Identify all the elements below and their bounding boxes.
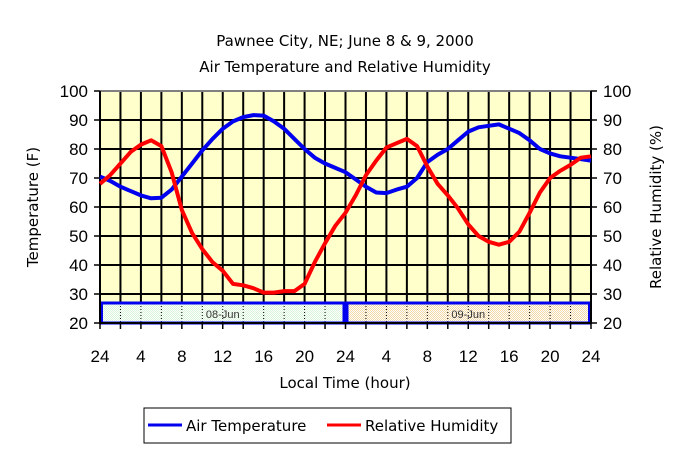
- chart-title: Pawnee City, NE; June 8 & 9, 2000: [216, 32, 473, 50]
- y2-tick-label: 70: [603, 169, 622, 188]
- legend: Air Temperature Relative Humidity: [143, 407, 512, 444]
- series-line-air-temperature: [99, 113, 592, 201]
- y2-tick-label: 100: [603, 82, 631, 101]
- y-tick-label: 90: [69, 111, 88, 130]
- y2-tick-label: 90: [603, 111, 622, 130]
- x-tick-label: 12: [213, 347, 232, 366]
- y2-tick-label: 40: [603, 256, 622, 275]
- y-axis-title: Temperature (F): [24, 147, 42, 268]
- y2-tick-label: 80: [603, 140, 622, 159]
- date-band-label: 09-Jun: [451, 309, 485, 321]
- x-tick-label: 4: [382, 347, 391, 366]
- y-tick-label: 30: [69, 285, 88, 304]
- series-lines: [98, 113, 592, 295]
- x-tick-label: 16: [254, 347, 273, 366]
- y2-tick-label: 20: [603, 314, 622, 333]
- chart-subtitle: Air Temperature and Relative Humidity: [199, 58, 491, 76]
- x-tick-label: 20: [541, 347, 560, 366]
- y-tick-label: 70: [69, 169, 88, 188]
- y2-tick-label: 30: [603, 285, 622, 304]
- date-band-label: 08-Jun: [206, 309, 240, 321]
- legend-label-air-temperature: Air Temperature: [186, 417, 306, 435]
- legend-label-relative-humidity: Relative Humidity: [365, 417, 498, 435]
- y-tick-label: 20: [69, 314, 88, 333]
- y-tick-label: 50: [69, 227, 88, 246]
- x-tick-label: 8: [423, 347, 432, 366]
- y2-axis-title: Relative Humidity (%): [647, 125, 665, 289]
- x-axis-title: Local Time (hour): [279, 374, 410, 392]
- x-axis-ticks: 24 4 8 12 16 20 24 4 8 12 16 20 24: [91, 323, 601, 366]
- x-tick-label: 24: [336, 347, 355, 366]
- y-tick-label: 60: [69, 198, 88, 217]
- y2-axis-ticks: 20 30 40 50 60 70 80 90 100: [591, 82, 631, 333]
- y2-tick-label: 60: [603, 198, 622, 217]
- x-tick-label: 24: [91, 347, 110, 366]
- y-axis-ticks: 20 30 40 50 60 70 80 90 100: [60, 82, 100, 333]
- x-tick-label: 12: [459, 347, 478, 366]
- x-tick-label: 4: [136, 347, 145, 366]
- series-line-relative-humidity: [98, 136, 592, 295]
- x-tick-label: 24: [582, 347, 601, 366]
- x-tick-label: 8: [177, 347, 186, 366]
- x-tick-label: 16: [500, 347, 519, 366]
- date-bands: 08-Jun 09-Jun: [100, 301, 591, 325]
- y-tick-label: 100: [60, 82, 88, 101]
- x-tick-label: 20: [295, 347, 314, 366]
- y-tick-label: 40: [69, 256, 88, 275]
- y2-tick-label: 50: [603, 227, 622, 246]
- y-tick-label: 80: [69, 140, 88, 159]
